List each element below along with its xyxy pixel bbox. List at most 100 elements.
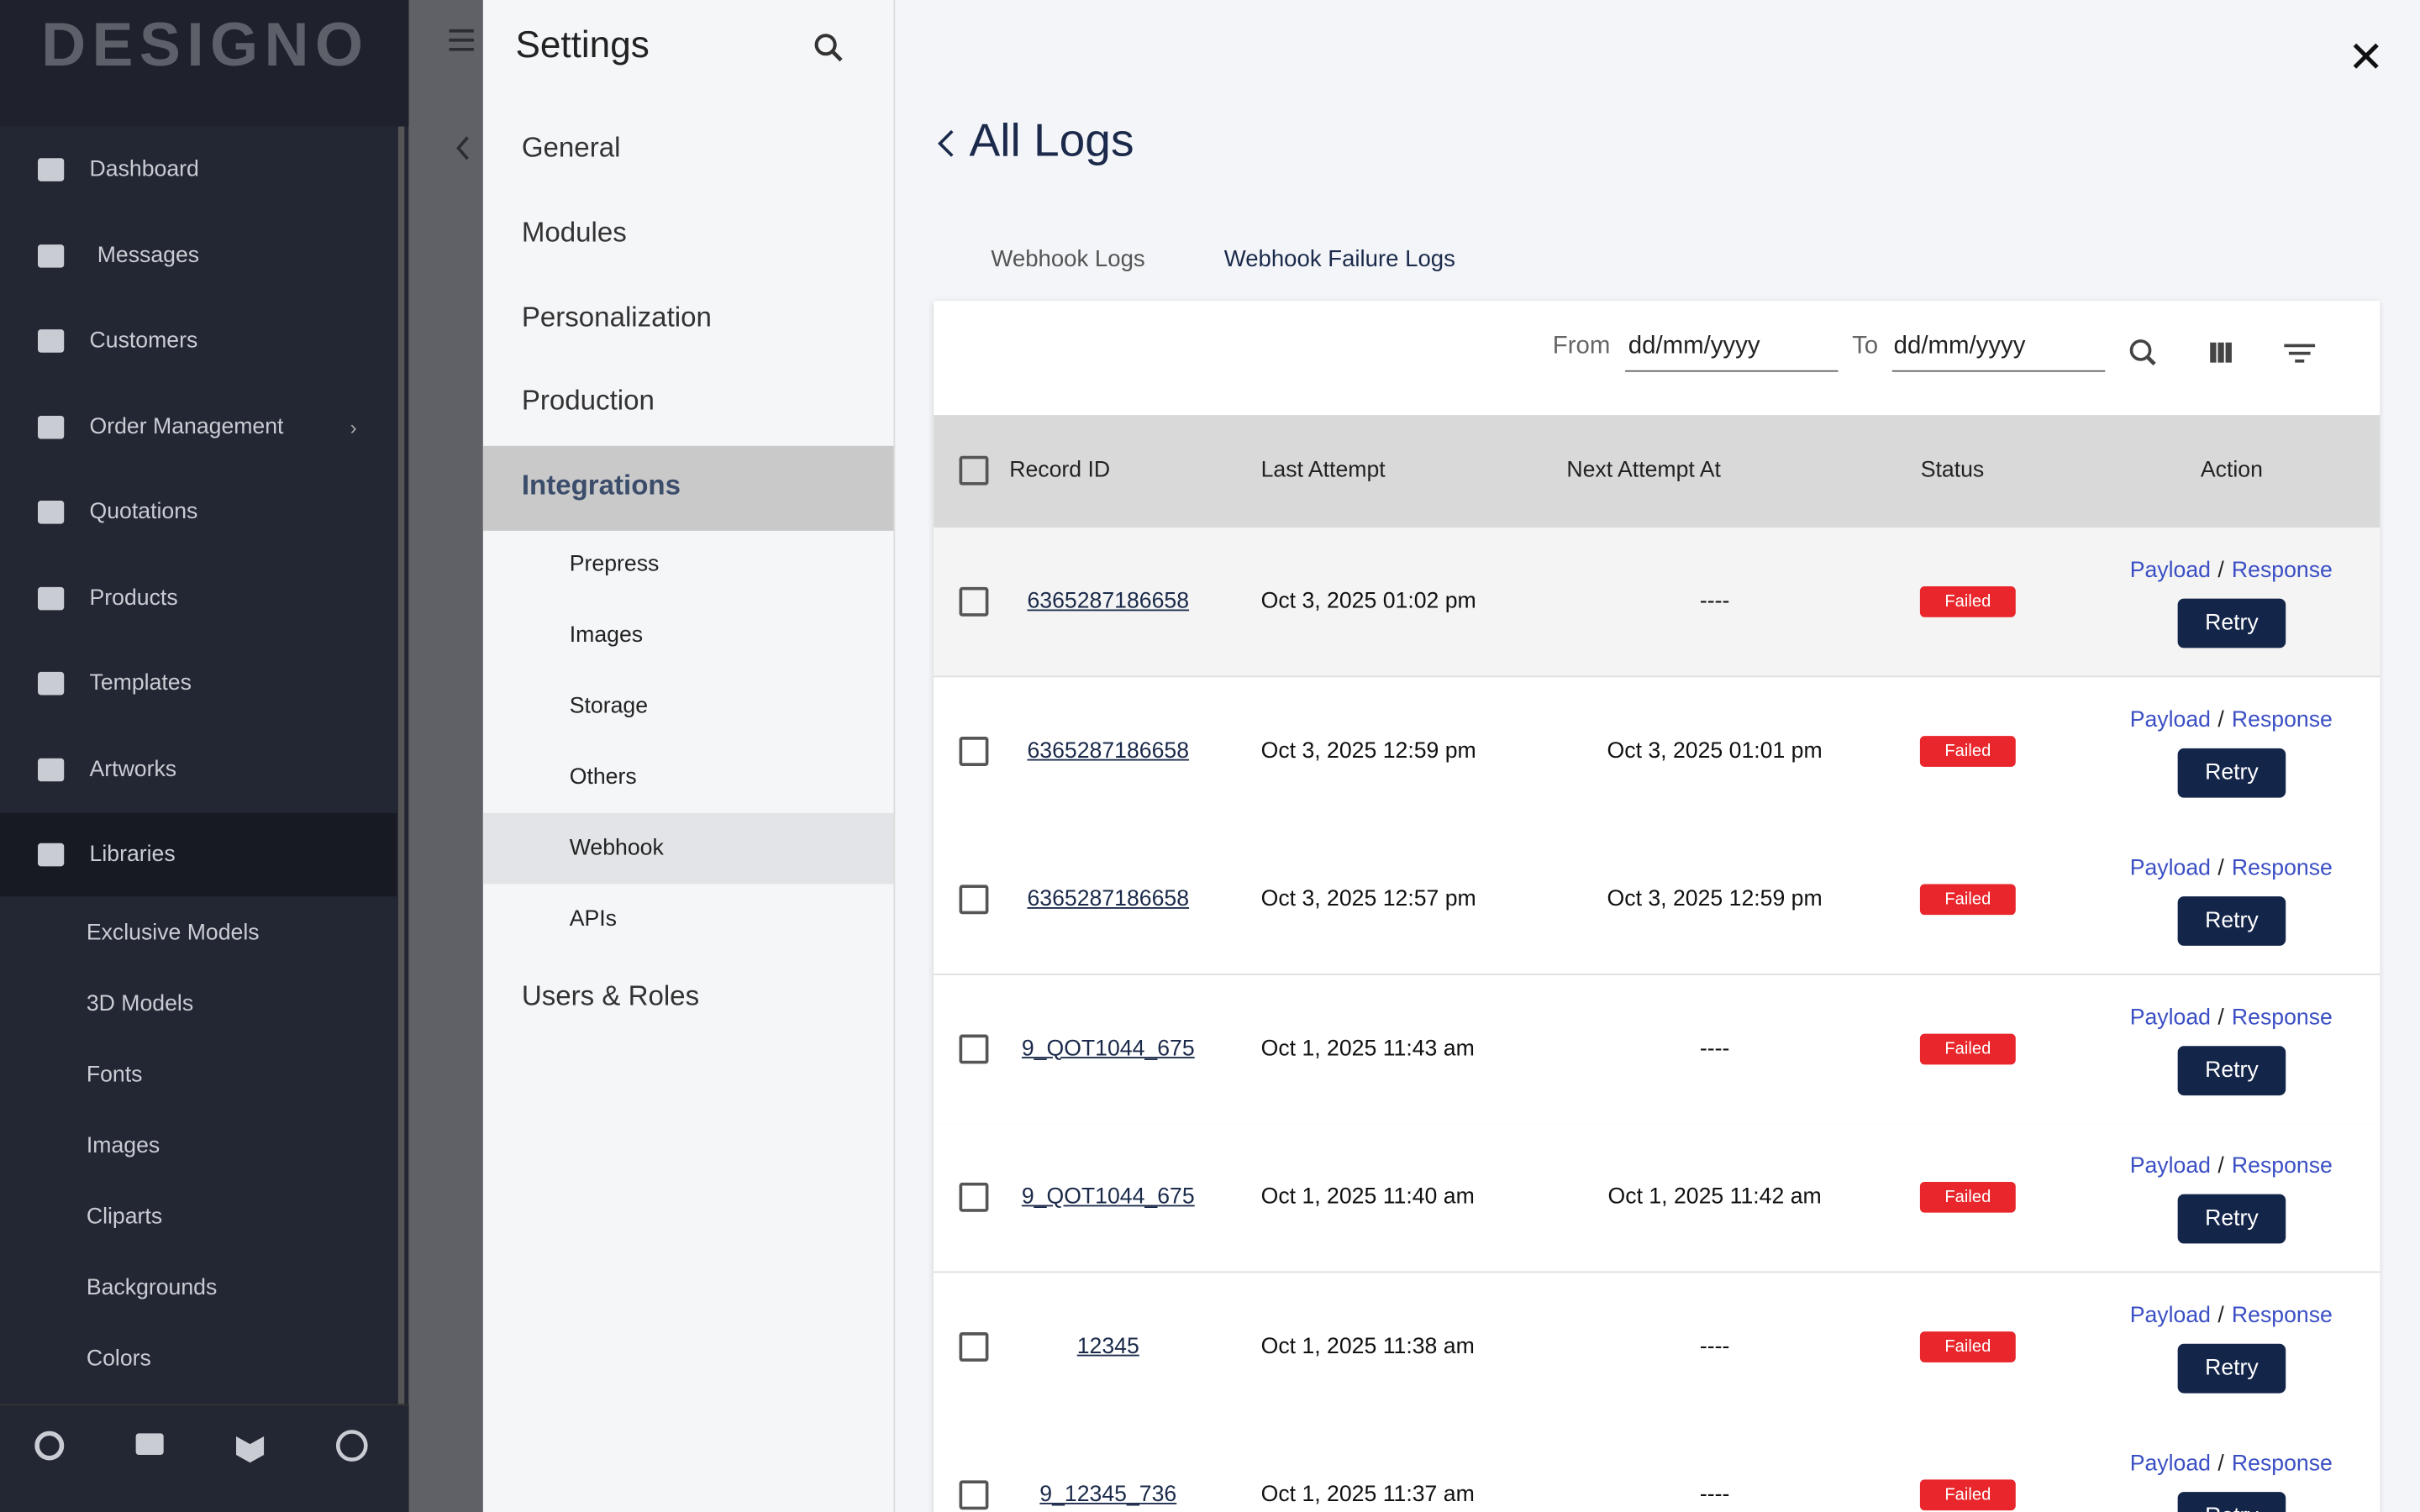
payload-link[interactable]: Payload	[2129, 856, 2211, 881]
separator: /	[2217, 1005, 2224, 1031]
retry-button[interactable]: Retry	[2177, 1194, 2286, 1244]
footer-icons	[34, 1430, 368, 1463]
settings-item[interactable]: Modules	[521, 216, 627, 248]
sub-nav-item[interactable]: 3D Models	[86, 992, 194, 1017]
header-checkbox[interactable]	[959, 455, 989, 486]
search-icon[interactable]	[812, 31, 845, 65]
settings-sub-item[interactable]: APIs	[569, 907, 618, 932]
sidebar-footer	[0, 1404, 409, 1512]
settings-item[interactable]: General	[521, 132, 621, 163]
row-checkbox[interactable]	[959, 885, 989, 915]
row-checkbox[interactable]	[959, 1182, 989, 1212]
sub-nav-item[interactable]: Images	[86, 1134, 160, 1159]
row-checkbox[interactable]	[959, 736, 989, 766]
response-link[interactable]: Response	[2231, 1303, 2333, 1328]
response-link[interactable]: Response	[2231, 707, 2333, 732]
active-nav-bg	[0, 812, 397, 897]
table-header	[934, 415, 2381, 528]
nav-item[interactable]: Templates	[89, 670, 192, 696]
row	[934, 528, 2381, 678]
settings-item[interactable]: Integrations	[521, 470, 681, 501]
payload-link[interactable]: Payload	[2129, 1452, 2211, 1477]
last-attempt: Oct 3, 2025 12:57 pm	[1260, 887, 1476, 912]
record-id-link[interactable]: 6365287186658	[1027, 589, 1190, 615]
status-badge: Failed	[1919, 884, 2016, 916]
separator: /	[2217, 707, 2224, 732]
status-badge: Failed	[1919, 1181, 2016, 1213]
settings-item[interactable]: Production	[521, 385, 655, 417]
nav-item[interactable]: Messages	[97, 243, 200, 268]
settings-title: Settings	[515, 24, 650, 66]
response-link[interactable]: Response	[2231, 856, 2333, 881]
record-id-link[interactable]: 9_QOT1044_675	[1021, 1036, 1195, 1061]
retry-button[interactable]: Retry	[2177, 1492, 2286, 1512]
row-checkbox[interactable]	[959, 586, 989, 617]
retry-button[interactable]: Retry	[2177, 896, 2286, 946]
payload-link[interactable]: Payload	[2129, 707, 2211, 732]
nav-item[interactable]: Customers	[89, 328, 198, 354]
filter-label: To	[1852, 333, 1879, 360]
row-checkbox[interactable]	[959, 1480, 989, 1510]
tab[interactable]: Webhook Logs	[991, 245, 1145, 273]
settings-sub-item[interactable]: Webhook	[569, 836, 664, 861]
record-id-link[interactable]: 9_12345_736	[1039, 1483, 1177, 1508]
retry-button[interactable]: Retry	[2177, 1045, 2286, 1095]
nav-icon	[38, 501, 65, 524]
status-badge: Failed	[1919, 1032, 2016, 1064]
next-attempt: ----	[1699, 1333, 1730, 1359]
date-underline	[1891, 370, 2106, 372]
sidebar	[0, 0, 409, 1512]
response-link[interactable]: Response	[2231, 1452, 2333, 1477]
column-header: Record ID	[1009, 458, 1111, 483]
response-link[interactable]: Response	[2231, 1153, 2333, 1179]
sub-nav-item[interactable]: Backgrounds	[86, 1275, 218, 1301]
nav-item[interactable]: Quotations	[89, 500, 198, 525]
nav-icon	[38, 843, 65, 867]
record-id-link[interactable]: 9_QOT1044_675	[1021, 1184, 1195, 1210]
back-icon[interactable]	[934, 127, 961, 160]
column-header: Next Attempt At	[1566, 458, 1721, 483]
record-id-link[interactable]: 12345	[1076, 1333, 1139, 1359]
chevron: ›	[350, 415, 357, 438]
settings-sub-item[interactable]: Others	[569, 765, 637, 790]
tab-active[interactable]: Webhook Failure Logs	[1223, 245, 1455, 273]
nav-icon	[38, 671, 65, 696]
response-link[interactable]: Response	[2231, 1005, 2333, 1031]
nav-item[interactable]: Order Management	[89, 414, 284, 439]
next-attempt: ----	[1699, 1483, 1730, 1508]
nav-item[interactable]: Artworks	[89, 756, 177, 782]
nav-item[interactable]: Dashboard	[89, 157, 199, 182]
nav-item[interactable]: Libraries	[89, 842, 176, 868]
row	[934, 1420, 2381, 1512]
column-header: Status	[1920, 458, 1985, 483]
last-attempt: Oct 1, 2025 11:37 am	[1260, 1483, 1475, 1508]
record-id-link[interactable]: 6365287186658	[1027, 887, 1190, 912]
settings-item[interactable]: Personalization	[521, 301, 712, 333]
payload-link[interactable]: Payload	[2129, 1153, 2211, 1179]
settings-sub-item[interactable]: Images	[569, 623, 644, 648]
nav-icon	[38, 757, 65, 781]
retry-button[interactable]: Retry	[2177, 747, 2286, 797]
date-input[interactable]: dd/mm/yyyy	[1628, 333, 1760, 360]
payload-link[interactable]: Payload	[2129, 558, 2211, 584]
last-attempt: Oct 3, 2025 01:02 pm	[1260, 589, 1476, 615]
nav-item[interactable]: Products	[89, 585, 178, 611]
settings-sub-item[interactable]: Storage	[569, 694, 649, 719]
settings-sub-item[interactable]: Prepress	[569, 552, 660, 577]
sub-nav-item[interactable]: Colors	[86, 1347, 151, 1372]
overlay-strip	[408, 0, 483, 1512]
close-button[interactable]: ✕	[2348, 33, 2385, 81]
retry-button[interactable]: Retry	[2177, 1342, 2286, 1393]
retry-button[interactable]: Retry	[2177, 598, 2286, 648]
sub-nav-item[interactable]: Cliparts	[86, 1205, 163, 1230]
date-input[interactable]: dd/mm/yyyy	[1893, 333, 2026, 360]
response-link[interactable]: Response	[2231, 558, 2333, 584]
payload-link[interactable]: Payload	[2129, 1303, 2211, 1328]
row-checkbox[interactable]	[959, 1033, 989, 1063]
sub-nav-item[interactable]: Exclusive Models	[86, 921, 260, 946]
payload-link[interactable]: Payload	[2129, 1005, 2211, 1031]
settings-item[interactable]: Users & Roles	[521, 980, 700, 1011]
record-id-link[interactable]: 6365287186658	[1027, 738, 1190, 764]
sub-nav-item[interactable]: Fonts	[86, 1063, 143, 1088]
row-checkbox[interactable]	[959, 1331, 989, 1362]
